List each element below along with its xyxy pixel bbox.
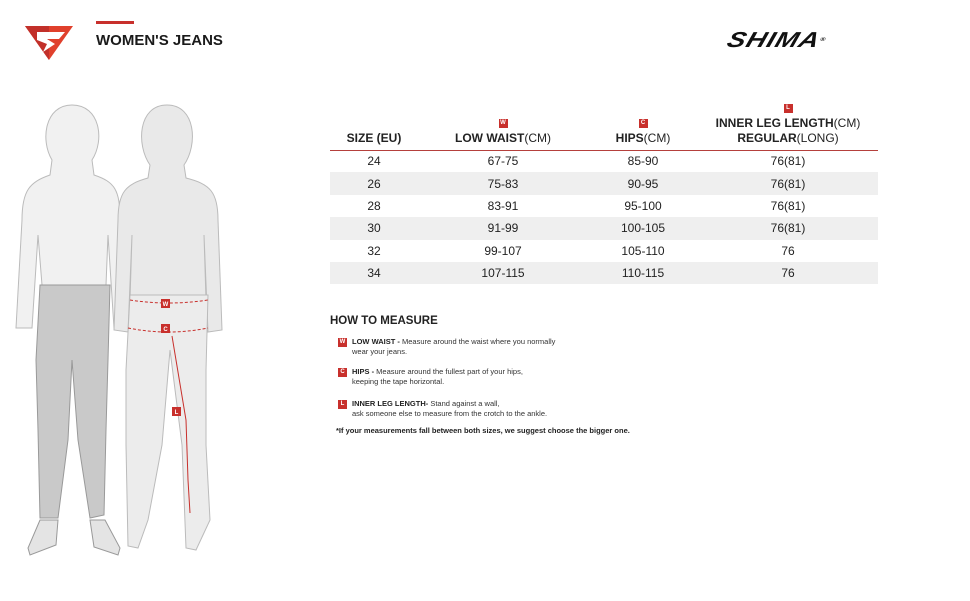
measurement-figures-illustration: W C L (15, 104, 223, 556)
table-cell: 110-115 (621, 266, 665, 281)
table-header-row: SIZE (EU) W LOW WAIST(CM) C HIPS(CM) L INNE… (330, 100, 878, 150)
table-cell: 76 (781, 266, 795, 281)
table-cell: 76 (781, 243, 795, 258)
table-cell: 75-83 (487, 176, 519, 191)
table-cell: 85-90 (627, 154, 659, 169)
table-cell: 30 (367, 221, 381, 236)
col-hips: C HIPS(CM) (615, 118, 671, 145)
table-cell: 90-95 (627, 176, 659, 191)
table-cell: 76(81) (770, 198, 806, 213)
front-figure (113, 104, 223, 551)
table-cell: 24 (367, 154, 381, 169)
back-figure (15, 104, 127, 556)
table-cell: 26 (367, 176, 381, 191)
howto-item-low-waist: W LOW WAIST - Measure around the waist wh… (338, 337, 556, 356)
how-to-measure-heading: HOW TO MEASURE (330, 315, 438, 327)
col-low-waist: W LOW WAIST(CM) (455, 118, 551, 145)
table-row: 34 107-115 110-115 76 (330, 261, 878, 285)
page-title: WOMEN'S JEANS (96, 32, 223, 49)
table-cell: 95-100 (624, 198, 662, 213)
c-badge-icon: C (638, 118, 648, 128)
brand-logo: SHIMA® (724, 28, 829, 52)
marker-c: C (161, 324, 170, 333)
shima-logo-mark-icon (25, 26, 73, 60)
table-cell: 34 (367, 266, 381, 281)
size-chart-table: SIZE (EU) W LOW WAIST(CM) C HIPS(CM) L INNE… (330, 100, 878, 285)
table-cell: 28 (367, 198, 381, 213)
svg-text:W: W (163, 302, 169, 308)
table-row: 24 67-75 85-90 76(81) (330, 150, 878, 172)
howto-item-hips: C HIPS - Measure around the fullest part … (338, 367, 523, 387)
w-badge-icon: W (338, 338, 347, 347)
table-cell: 91-99 (487, 221, 519, 236)
table-cell: 76(81) (770, 221, 806, 236)
table-cell: 99-107 (484, 243, 522, 258)
table-row: 30 91-99 100-105 76(81) (330, 217, 878, 240)
title-accent-bar (96, 21, 134, 24)
table-cell: 105-110 (621, 243, 665, 258)
col-size: SIZE (EU) (346, 130, 402, 145)
table-cell: 76(81) (770, 176, 806, 191)
table-cell: 100-105 (620, 221, 666, 236)
col-inner-leg: L INNER LEG LENGTH(CM) REGULAR(LONG) (715, 103, 861, 145)
howto-item-inner-leg: L INNER LEG LENGTH- Stand against a wall,… (338, 399, 547, 419)
registered-mark: ® (819, 36, 828, 43)
marker-w: W (161, 299, 170, 308)
table-cell: 32 (367, 243, 381, 258)
c-badge-icon: C (338, 368, 347, 377)
table-row: 26 75-83 90-95 76(81) (330, 172, 878, 195)
table-cell: 83-91 (487, 198, 519, 213)
size-note: *If your measurements fall between both … (336, 426, 630, 435)
l-badge-icon: L (783, 103, 793, 113)
l-badge-icon: L (338, 400, 347, 409)
table-row: 28 83-91 95-100 76(81) (330, 195, 878, 217)
table-cell: 76(81) (770, 154, 806, 169)
svg-text:L: L (175, 410, 179, 416)
table-cell: 107-115 (481, 266, 525, 281)
brand-name: SHIMA (724, 28, 824, 52)
svg-text:C: C (163, 327, 168, 333)
marker-l: L (172, 407, 181, 416)
table-row: 32 99-107 105-110 76 (330, 240, 878, 262)
table-cell: 67-75 (487, 154, 519, 169)
w-badge-icon: W (498, 118, 508, 128)
